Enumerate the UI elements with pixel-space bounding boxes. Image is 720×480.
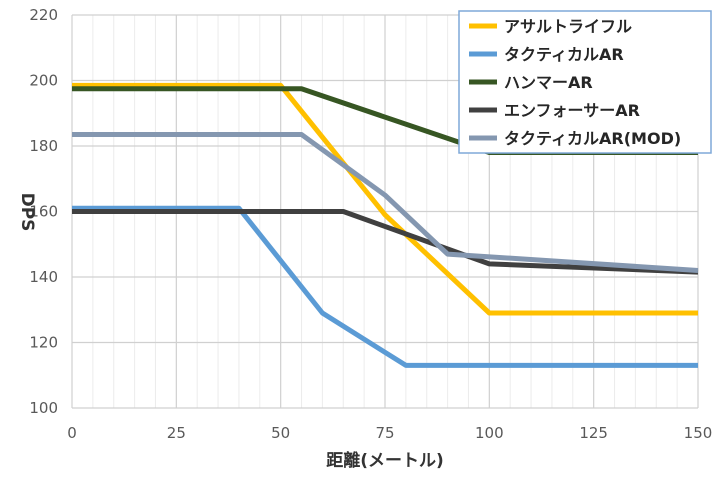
y-tick-label: 200	[29, 72, 58, 90]
y-tick-label: 160	[29, 203, 58, 221]
x-tick-label: 150	[684, 424, 713, 442]
y-tick-label: 220	[29, 6, 58, 24]
x-tick-label: 125	[579, 424, 608, 442]
series-line-5	[72, 132, 699, 273]
y-tick-label: 100	[29, 399, 58, 417]
y-tick-label: 140	[29, 268, 58, 286]
x-tick-label: 50	[271, 424, 290, 442]
legend-label: ハンマーAR	[504, 73, 593, 92]
y-tick-label: 180	[29, 137, 58, 155]
x-tick-label: 100	[475, 424, 504, 442]
x-tick-label: 0	[67, 424, 77, 442]
legend-label: タクティカルAR(MOD)	[504, 129, 681, 148]
series-line-1	[72, 82, 698, 316]
series-line-2	[72, 205, 698, 368]
x-tick-label: 75	[375, 424, 394, 442]
x-axis-title: 距離(メートル)	[326, 450, 444, 471]
legend-box	[458, 10, 712, 154]
legend-label: タクティカルAR	[504, 45, 624, 64]
y-axis-tick-labels: 100 120 140 160 180 200 220	[29, 6, 58, 417]
y-axis-title: DPS	[17, 193, 37, 232]
series-line-4	[72, 209, 699, 275]
legend-label: エンフォーサーAR	[504, 101, 640, 120]
x-tick-label: 25	[167, 424, 186, 442]
legend-label: アサルトライフル	[504, 17, 632, 36]
y-tick-label: 120	[29, 334, 58, 352]
x-axis-tick-labels: 0 25 50 75 100 125 150	[67, 424, 712, 442]
